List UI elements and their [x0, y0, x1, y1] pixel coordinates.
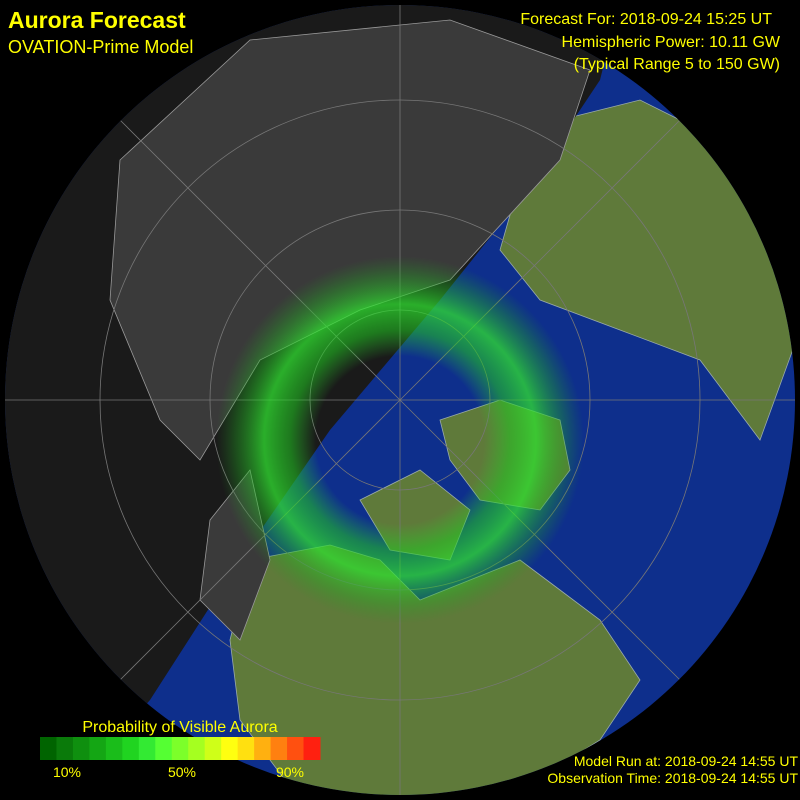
colorbar-cell [56, 737, 74, 760]
colorbar-cell [89, 737, 107, 760]
colorbar-cell [221, 737, 239, 760]
colorbar-cell [204, 737, 222, 760]
colorbar-cell [270, 737, 288, 760]
typical-range: (Typical Range 5 to 150 GW) [574, 56, 780, 73]
colorbar-cell [40, 737, 57, 760]
colorbar-cell [237, 737, 255, 760]
legend-label: 10% [53, 764, 81, 780]
legend-label: 50% [168, 764, 196, 780]
colorbar-cell [287, 737, 305, 760]
subtitle: OVATION-Prime Model [8, 37, 193, 57]
colorbar-cell [303, 737, 321, 760]
colorbar-cell [138, 737, 156, 760]
legend-label: 90% [276, 764, 304, 780]
colorbar-cell [254, 737, 272, 760]
colorbar-cell [105, 737, 123, 760]
legend-labels: 10% 50% 90% [53, 764, 304, 780]
legend-title: Probability of Visible Aurora [82, 719, 277, 736]
colorbar-cell [72, 737, 90, 760]
info: Forecast For: 2018-09-24 15:25 UT Hemisp… [520, 11, 781, 73]
hemispheric-power: Hemispheric Power: 10.11 GW [562, 34, 781, 51]
colorbar-cell [171, 737, 189, 760]
colorbar-cell [122, 737, 140, 760]
colorbar-cell [188, 737, 206, 760]
model-run: Model Run at: 2018-09-24 14:55 UT [574, 753, 799, 769]
colorbar-cell [155, 737, 173, 760]
colorbar [40, 737, 321, 760]
observation-time: Observation Time: 2018-09-24 14:55 UT [547, 770, 798, 786]
footer: Model Run at: 2018-09-24 14:55 UT Observ… [547, 753, 798, 786]
aurora-oval [200, 240, 600, 640]
forecast-for: Forecast For: 2018-09-24 15:25 UT [520, 11, 772, 28]
title: Aurora Forecast [8, 7, 186, 33]
